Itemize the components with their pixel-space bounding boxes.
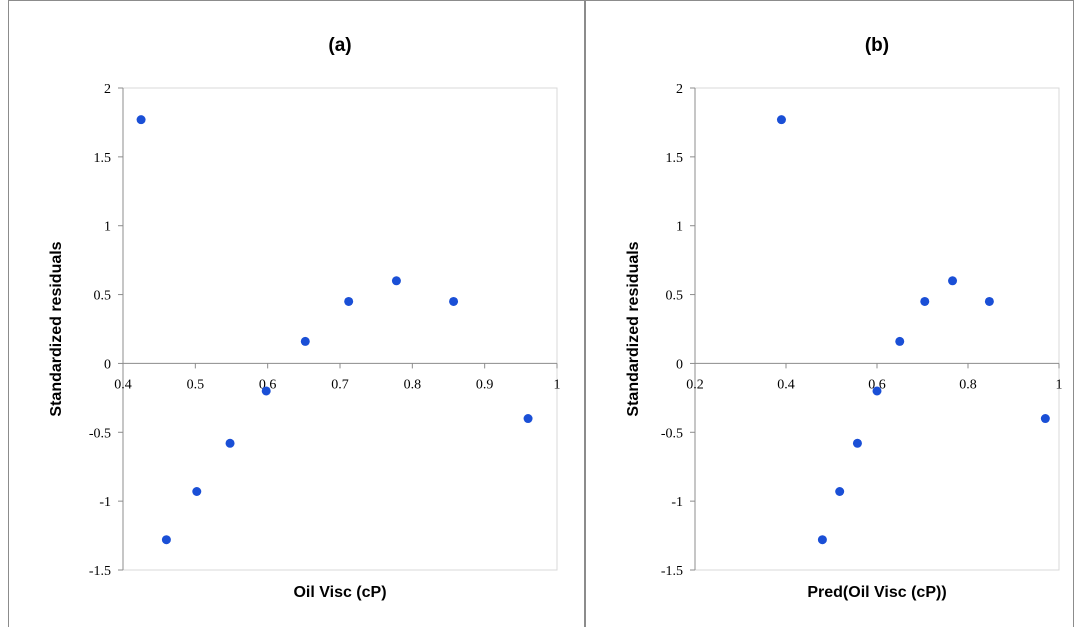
x-tick-label: 0.2: [686, 377, 704, 392]
data-point: [300, 336, 310, 346]
chart-title: (b): [865, 35, 889, 56]
data-point: [835, 487, 845, 497]
y-tick-label: 1.5: [94, 151, 112, 166]
x-tick-label: 0.4: [777, 377, 795, 392]
data-point: [449, 296, 459, 306]
y-tick-label: 1: [676, 220, 683, 235]
scatter-chart-b: (b) -1.5 -1 -0.5 0 0.5 1 1.5 2 0.2 0.4 0.6 0.8 1 Pred(…: [625, 35, 1063, 601]
chart-panel-a: (a) -1.5 -1 -0.5 0 0.5 1 1.5 2 0.4 0.5 0.6 0.7 0.8 0.9…: [8, 0, 586, 627]
y-tick-label: 0: [676, 357, 683, 372]
x-tick-label: 0.8: [404, 377, 422, 392]
data-point: [161, 535, 171, 545]
data-point: [920, 296, 930, 306]
x-axis-label: Oil Visc (cP): [293, 584, 386, 601]
data-point: [852, 438, 862, 448]
y-tick-label: -1.5: [89, 564, 111, 579]
x-tick-label: 0.6: [868, 377, 886, 392]
plot-area: [694, 87, 1060, 571]
data-point: [225, 438, 235, 448]
data-point: [817, 535, 827, 545]
x-tick-label: 0.8: [959, 377, 977, 392]
data-point: [1040, 414, 1050, 424]
data-point: [261, 386, 271, 396]
x-tick-label: 1: [554, 377, 561, 392]
x-tick-label: 0.5: [187, 377, 205, 392]
data-point: [344, 296, 354, 306]
x-tick-label: 1: [1056, 377, 1063, 392]
data-point: [192, 487, 202, 497]
data-point: [136, 115, 146, 125]
y-tick-label: -0.5: [661, 426, 683, 441]
y-tick-label: 2: [676, 82, 683, 97]
x-tick-label: 0.9: [476, 377, 494, 392]
y-tick-label: 1.5: [666, 151, 684, 166]
data-point: [948, 276, 958, 286]
y-tick-label: -0.5: [89, 426, 111, 441]
chart-panel-b: (b) -1.5 -1 -0.5 0 0.5 1 1.5 2 0.2 0.4 0.6 0.8 1 Pred(…: [586, 0, 1074, 627]
x-tick-label: 0.7: [331, 377, 349, 392]
y-tick-label: 0: [104, 357, 111, 372]
x-tick-label: 0.4: [114, 377, 132, 392]
data-point: [523, 414, 533, 424]
y-tick-label: 2: [104, 82, 111, 97]
data-point: [776, 115, 786, 125]
data-point: [984, 296, 994, 306]
y-tick-label: -1: [671, 495, 683, 510]
chart-title: (a): [328, 35, 351, 56]
y-axis-label: Standardized residuals: [48, 241, 65, 416]
x-axis-label: Pred(Oil Visc (cP)): [807, 584, 946, 601]
y-tick-label: -1.5: [661, 564, 683, 579]
y-tick-label: 0.5: [666, 289, 684, 304]
data-point: [895, 336, 905, 346]
y-tick-label: 1: [104, 220, 111, 235]
y-tick-label: 0.5: [94, 289, 112, 304]
data-point: [391, 276, 401, 286]
y-tick-label: -1: [99, 495, 111, 510]
y-axis-label: Standardized residuals: [625, 241, 642, 416]
scatter-chart-a: (a)-1.5-1-0.500.511.520.4 0.5 0.6 0.7 0.8 0.9…: [48, 35, 561, 601]
data-point: [872, 386, 882, 396]
plot-area: [122, 87, 558, 571]
